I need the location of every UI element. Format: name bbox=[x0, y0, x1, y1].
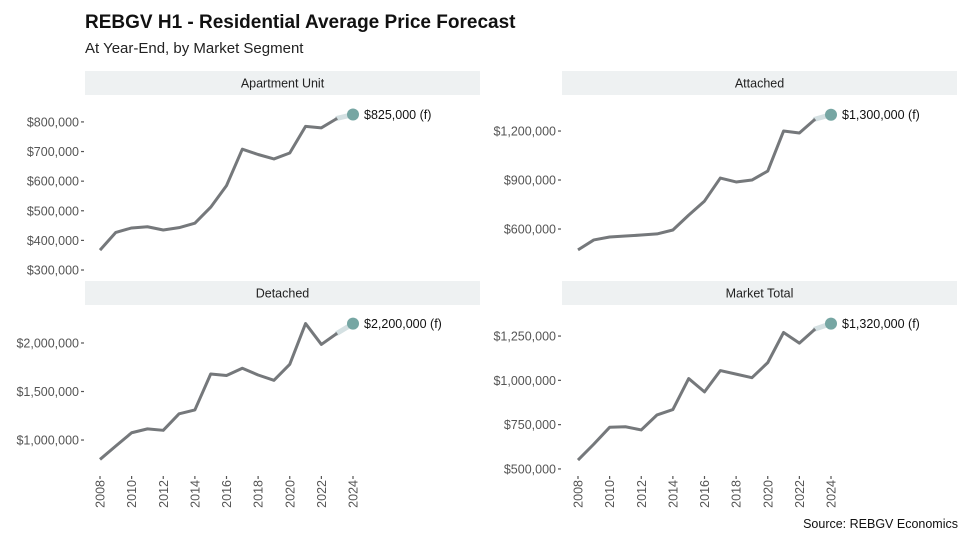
y-tick-label: $1,200,000 bbox=[493, 125, 556, 139]
x-tick-label: 2010 bbox=[603, 480, 617, 508]
y-tick-label: $900,000 bbox=[504, 174, 556, 188]
series-line bbox=[577, 117, 817, 252]
series-line bbox=[99, 322, 339, 461]
x-tick-label: 2008 bbox=[94, 480, 108, 508]
x-tick-label: 2020 bbox=[283, 480, 297, 508]
panel-attached: Attached $600,000 $900,000 $1,200,000 $1,300… bbox=[493, 71, 957, 252]
forecast-point bbox=[347, 108, 359, 121]
panel-title: Attached bbox=[735, 77, 784, 91]
y-tick-label: $800,000 bbox=[27, 115, 79, 129]
y-tick-label: $750,000 bbox=[504, 418, 556, 432]
y-tick-label: $400,000 bbox=[27, 234, 79, 248]
panel-detached: Detached $1,000,000 $1,500,000 $2,000,000 $2… bbox=[16, 281, 480, 508]
panel-strip bbox=[562, 281, 957, 305]
forecast-label: $1,300,000 (f) bbox=[842, 108, 920, 122]
x-tick-label: 2022 bbox=[793, 480, 807, 508]
x-tick-label: 2010 bbox=[125, 480, 139, 508]
x-tick-label: 2012 bbox=[635, 480, 649, 508]
y-tick-label: $1,250,000 bbox=[493, 330, 556, 344]
y-tick-label: $300,000 bbox=[27, 264, 79, 278]
x-tick-label: 2020 bbox=[761, 480, 775, 508]
panel-title: Apartment Unit bbox=[241, 77, 325, 91]
y-tick-label: $500,000 bbox=[504, 462, 556, 476]
forecast-point bbox=[347, 317, 359, 330]
y-tick-label: $500,000 bbox=[27, 204, 79, 218]
x-tick-label: 2014 bbox=[666, 480, 680, 508]
forecast-label: $1,320,000 (f) bbox=[842, 317, 920, 331]
x-tick-label: 2024 bbox=[347, 480, 361, 508]
panel-title: Market Total bbox=[726, 287, 794, 301]
panel-market-total: Market Total $500,000 $750,000 $1,000,000 $1… bbox=[493, 281, 957, 508]
x-tick-label: 2016 bbox=[220, 480, 234, 508]
source-note: Source: REBGV Economics bbox=[803, 517, 958, 531]
x-tick-label: 2012 bbox=[157, 480, 171, 508]
x-tick-label: 2016 bbox=[698, 480, 712, 508]
y-tick-label: $600,000 bbox=[504, 223, 556, 237]
y-tick-label: $2,000,000 bbox=[16, 336, 79, 350]
chart-subtitle: At Year-End, by Market Segment bbox=[85, 40, 304, 57]
y-tick-label: $700,000 bbox=[27, 145, 79, 159]
x-tick-label: 2022 bbox=[315, 480, 329, 508]
y-tick-label: $1,500,000 bbox=[16, 385, 79, 399]
x-tick-label: 2008 bbox=[572, 480, 586, 508]
forecast-point bbox=[825, 108, 837, 121]
panel-strip bbox=[85, 281, 480, 305]
x-tick-label: 2018 bbox=[730, 480, 744, 508]
forecast-label: $2,200,000 (f) bbox=[364, 317, 442, 331]
x-tick-label: 2014 bbox=[188, 480, 202, 508]
panel-strip bbox=[85, 71, 480, 95]
chart-title: REBGV H1 - Residential Average Price For… bbox=[85, 12, 516, 33]
forecast-point bbox=[825, 317, 837, 330]
series-line bbox=[576, 327, 817, 462]
x-tick-label: 2018 bbox=[252, 480, 266, 508]
panel-title: Detached bbox=[256, 287, 310, 301]
panel-apartment-unit: Apartment Unit $300,000 $400,000 $500,000 $6… bbox=[27, 71, 480, 278]
forecast-label: $825,000 (f) bbox=[364, 108, 431, 122]
y-tick-label: $1,000,000 bbox=[16, 434, 79, 448]
series-line bbox=[98, 117, 338, 252]
x-tick-label: 2024 bbox=[825, 480, 839, 508]
y-tick-label: $1,000,000 bbox=[493, 374, 556, 388]
y-tick-label: $600,000 bbox=[27, 175, 79, 189]
panel-strip bbox=[562, 71, 957, 95]
